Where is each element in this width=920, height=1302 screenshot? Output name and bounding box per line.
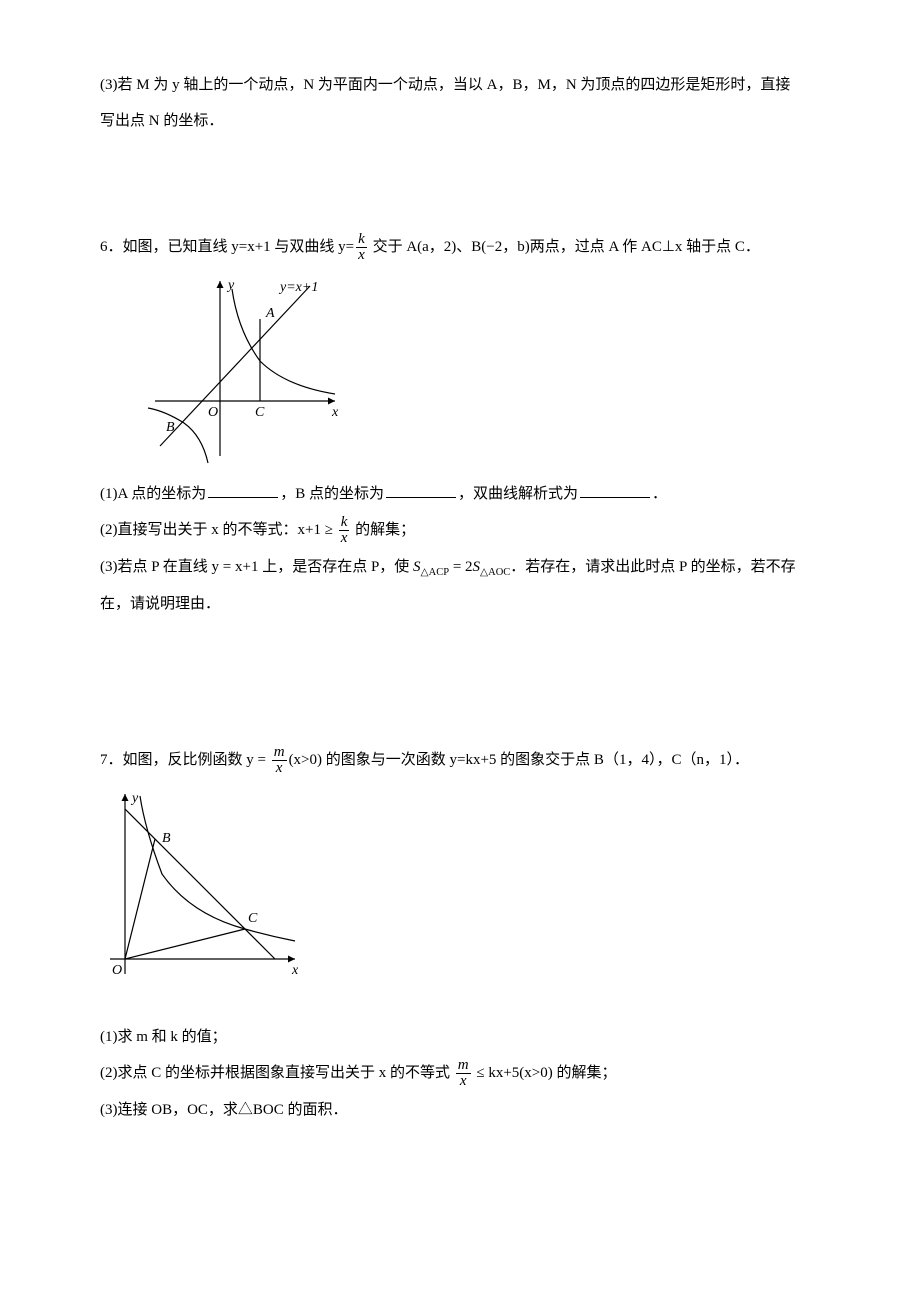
q6-part1-a: (1)A 点的坐标为 bbox=[100, 486, 206, 502]
q7-label-b: B bbox=[162, 831, 171, 846]
q6-stem-pre: 6．如图，已知直线 y=x+1 与双曲线 y= bbox=[100, 239, 354, 255]
q7-svg: y x O B C bbox=[100, 784, 310, 984]
q6-s-left-sub: △ACP bbox=[421, 567, 450, 578]
q6-part2-pre: (2)直接写出关于 x 的不等式：x+1 ≥ bbox=[100, 522, 337, 538]
q6-label-a: A bbox=[265, 306, 275, 321]
spacer bbox=[100, 992, 820, 1022]
q7-label-c: C bbox=[248, 911, 258, 926]
q6-label-c: C bbox=[255, 405, 265, 420]
q6-stem: 6．如图，已知直线 y=x+1 与双曲线 y=kx 交于 A(a，2)、B(−2… bbox=[100, 232, 820, 263]
q7-frac-num: m bbox=[272, 745, 287, 760]
q6-part2-frac-num: k bbox=[339, 515, 350, 530]
prev-p3-line2: 写出点 N 的坐标． bbox=[100, 106, 820, 136]
q6-s-right-sub: △AOC bbox=[480, 567, 510, 578]
q7-part2-post: ≤ kx+5(x>0) 的解集； bbox=[473, 1065, 617, 1081]
q7-part1: (1)求 m 和 k 的值； bbox=[100, 1022, 820, 1052]
q7-part2: (2)求点 C 的坐标并根据图象直接写出关于 x 的不等式 mx ≤ kx+5(… bbox=[100, 1058, 820, 1089]
q6-blank-1 bbox=[208, 484, 278, 499]
q7-stem: 7．如图，反比例函数 y = mx(x>0) 的图象与一次函数 y=kx+5 的… bbox=[100, 745, 820, 776]
q6-part3-line2: 在，请说明理由． bbox=[100, 589, 820, 619]
q7-label-o: O bbox=[112, 963, 122, 978]
q6-hyperbola-q3 bbox=[148, 408, 208, 463]
q6-part2-frac: kx bbox=[339, 515, 350, 546]
q7-frac-den: x bbox=[272, 760, 287, 776]
q6-label-x: x bbox=[331, 405, 339, 420]
q6-label-b: B bbox=[166, 420, 175, 435]
q6-s-eq: = 2 bbox=[449, 559, 472, 575]
page: (3)若 M 为 y 轴上的一个动点，N 为平面内一个动点，当以 A，B，M，N… bbox=[0, 0, 920, 1302]
q6-part1-d: ． bbox=[652, 486, 667, 502]
q6-frac-num: k bbox=[356, 232, 367, 247]
q7-hyperbola bbox=[140, 796, 295, 941]
q6-stem-post: 交于 A(a，2)、B(−2，b)两点，过点 A 作 AC⊥x 轴于点 C． bbox=[369, 239, 760, 255]
q6-svg: y x O A C B y=x+1 bbox=[140, 271, 350, 471]
q6-blank-2 bbox=[386, 484, 456, 499]
q6-stem-frac: kx bbox=[356, 232, 367, 263]
spacer bbox=[100, 625, 820, 715]
q6-s-right: S bbox=[473, 559, 481, 575]
q6-label-line: y=x+1 bbox=[278, 280, 318, 295]
q6-label-o: O bbox=[208, 405, 218, 420]
q7-label-x: x bbox=[291, 963, 299, 978]
q7-part2-frac-num: m bbox=[456, 1058, 471, 1073]
q6-s-left: S bbox=[413, 559, 421, 575]
q6-part2-frac-den: x bbox=[339, 530, 350, 546]
q6-part3-line1: (3)若点 P 在直线 y = x+1 上，是否存在点 P，使 S△ACP = … bbox=[100, 552, 820, 583]
q7-figure: y x O B C bbox=[100, 784, 820, 984]
q6-label-y: y bbox=[226, 278, 235, 293]
q6-part2: (2)直接写出关于 x 的不等式：x+1 ≥ kx 的解集； bbox=[100, 515, 820, 546]
q7-part2-pre: (2)求点 C 的坐标并根据图象直接写出关于 x 的不等式 bbox=[100, 1065, 454, 1081]
q6-part1-c: ，双曲线解析式为 bbox=[458, 486, 578, 502]
q6-part2-post: 的解集； bbox=[351, 522, 415, 538]
q6-figure: y x O A C B y=x+1 bbox=[140, 271, 820, 471]
q7-oc bbox=[125, 929, 245, 959]
q7-part2-frac: mx bbox=[456, 1058, 471, 1089]
spacer bbox=[100, 142, 820, 232]
q6-part1: (1)A 点的坐标为 ，B 点的坐标为 ，双曲线解析式为 ． bbox=[100, 479, 820, 509]
q6-part1-b: ，B 点的坐标为 bbox=[280, 486, 384, 502]
q7-stem-pre: 7．如图，反比例函数 y = bbox=[100, 752, 270, 768]
q6-hyperbola-q1 bbox=[232, 289, 335, 394]
q7-stem-frac: mx bbox=[272, 745, 287, 776]
q7-stem-mid: (x>0) 的图象与一次函数 y=kx+5 的图象交于点 B（1，4），C（n，… bbox=[289, 752, 749, 768]
spacer bbox=[100, 715, 820, 745]
prev-p3-line1: (3)若 M 为 y 轴上的一个动点，N 为平面内一个动点，当以 A，B，M，N… bbox=[100, 70, 820, 100]
q6-frac-den: x bbox=[356, 247, 367, 263]
q6-blank-3 bbox=[580, 484, 650, 499]
q7-ob bbox=[125, 839, 155, 959]
q6-part3-pre: (3)若点 P 在直线 y = x+1 上，是否存在点 P，使 bbox=[100, 559, 413, 575]
q7-part2-frac-den: x bbox=[456, 1073, 471, 1089]
q7-label-y: y bbox=[130, 791, 139, 806]
q7-part3: (3)连接 OB，OC，求△BOC 的面积． bbox=[100, 1095, 820, 1125]
q6-part3-mid: ．若存在，请求出此时点 P 的坐标，若不存 bbox=[510, 559, 795, 575]
